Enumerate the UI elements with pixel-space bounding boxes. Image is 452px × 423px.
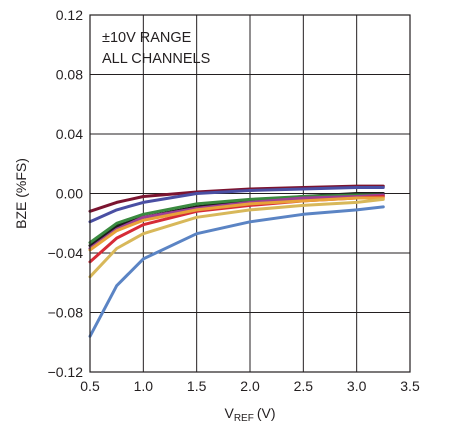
y-tick-label: 0.08 (56, 67, 83, 83)
x-axis-title: VREF (V) (224, 405, 275, 423)
x-tick-label: 3.5 (400, 378, 420, 394)
y-tick-label: 0.00 (56, 186, 83, 202)
y-tick-label: −0.04 (48, 245, 84, 261)
x-axis-title-unit: (V) (257, 405, 276, 421)
series-line-8 (88, 197, 385, 279)
y-tick-label: 0.04 (56, 126, 83, 142)
x-axis-title-subscript: REF (234, 413, 254, 423)
plot-frame (89, 14, 411, 373)
x-tick-labels: 0.5 1.0 1.5 2.0 2.5 3.0 3.5 (80, 378, 420, 394)
x-tick-label: 1.0 (134, 378, 154, 394)
x-tick-label: 1.5 (187, 378, 207, 394)
series-line-7 (88, 196, 385, 252)
y-tick-label: −0.08 (48, 305, 84, 321)
series-lines (88, 184, 385, 338)
annotation-channels: ALL CHANNELS (102, 51, 210, 67)
x-tick-label: 2.5 (294, 378, 314, 394)
x-tick-label: 2.0 (240, 378, 260, 394)
series-line-9 (88, 205, 385, 338)
x-tick-label: 3.0 (347, 378, 367, 394)
x-tick-label: 0.5 (80, 378, 100, 394)
y-tick-label: −0.12 (48, 364, 84, 380)
annotation-range: ±10V RANGE (102, 30, 192, 46)
y-tick-labels: 0.12 0.08 0.04 0.00 −0.04 −0.08 −0.12 (48, 7, 84, 380)
x-axis-title-main: V (224, 405, 234, 421)
y-tick-label: 0.12 (56, 7, 83, 23)
y-axis-title: BZE (%FS) (13, 158, 29, 229)
series-line-2 (88, 186, 385, 224)
